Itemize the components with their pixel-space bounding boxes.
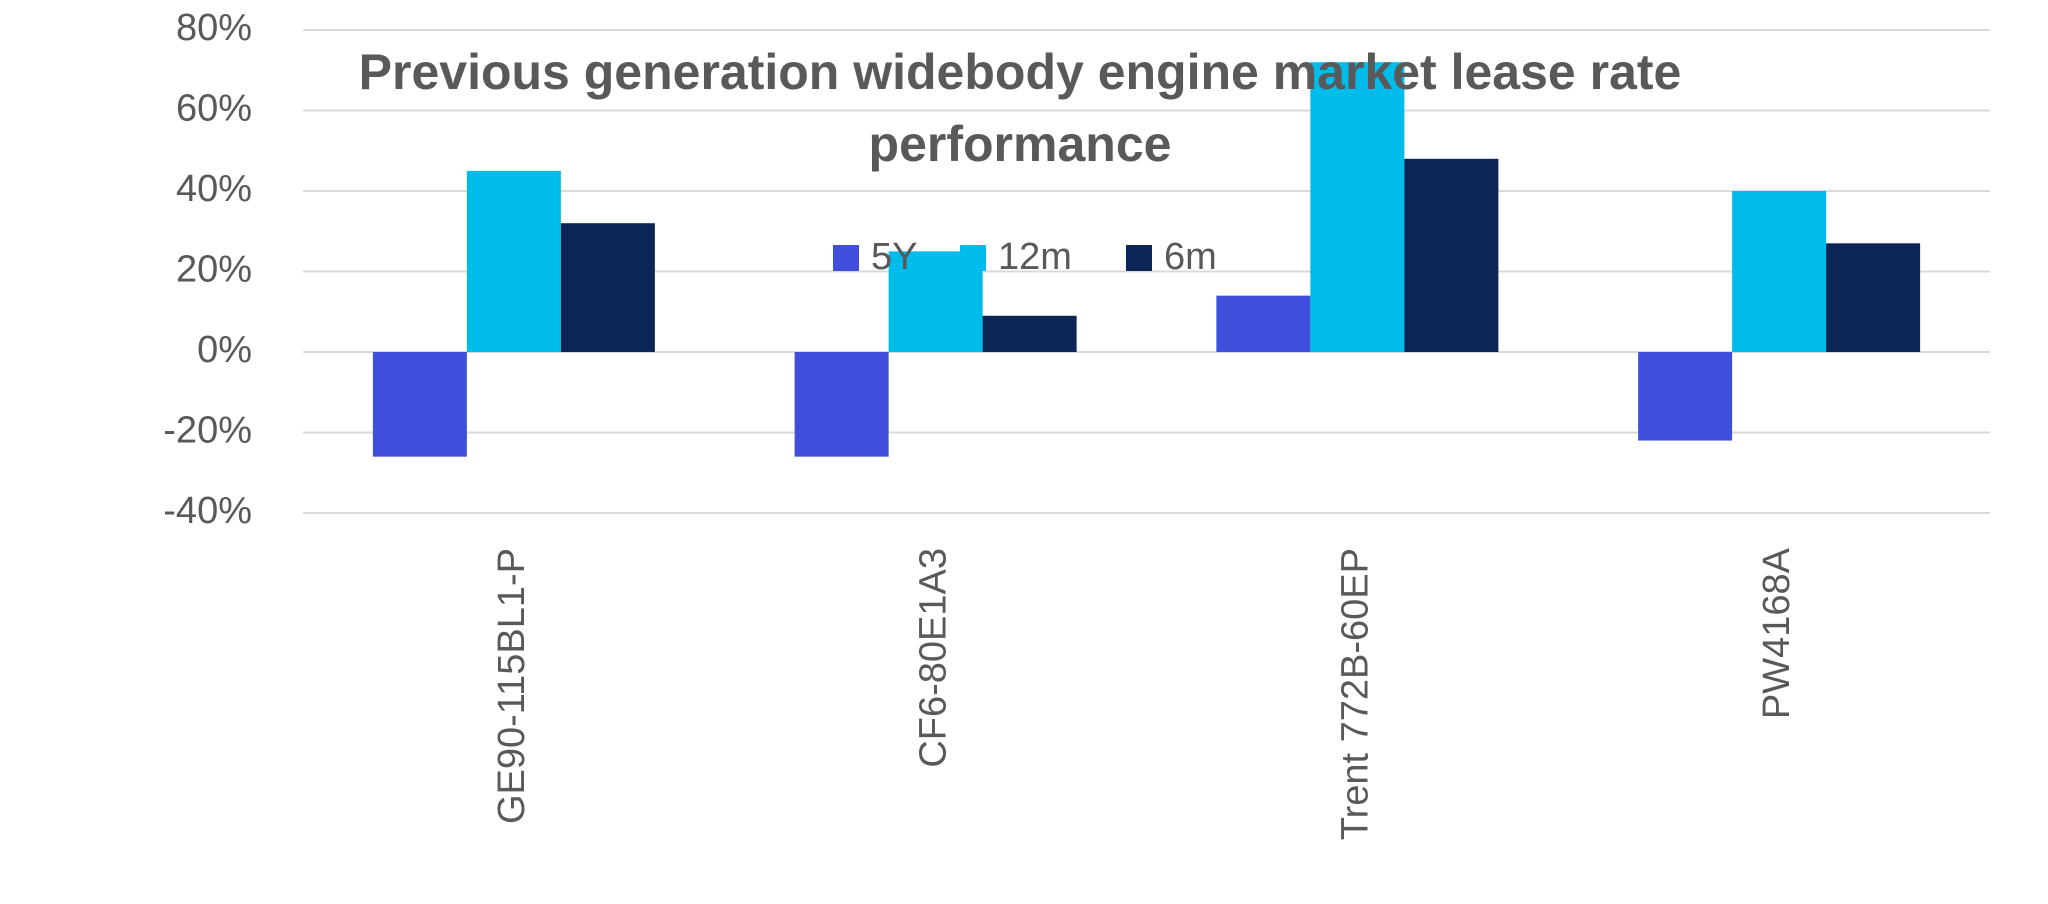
legend-label: 12m (998, 236, 1072, 278)
bar (560, 223, 655, 352)
bar (794, 352, 889, 457)
legend-swatch (1126, 245, 1152, 271)
y-tick-label: 20% (176, 249, 252, 291)
x-tick-label: CF6-80E1A3 (913, 548, 955, 768)
bar (466, 170, 561, 352)
y-tick-label: 60% (176, 88, 252, 130)
legend-swatch (960, 245, 986, 271)
x-tick-label: Trent 772B-60EP (1334, 548, 1376, 840)
y-tick-label: -40% (163, 490, 252, 532)
bar (372, 352, 467, 457)
legend-swatch (833, 245, 859, 271)
bar (1638, 352, 1733, 441)
x-tick-label: PW4168A (1756, 547, 1798, 719)
y-tick-label: 80% (176, 7, 252, 49)
bar (982, 315, 1077, 352)
bar (1216, 295, 1311, 352)
x-tick-label: GE90-115BL1-P (491, 548, 533, 824)
y-tick-label: 0% (197, 329, 252, 371)
y-tick-label: 40% (176, 168, 252, 210)
legend-label: 6m (1164, 236, 1217, 278)
legend-label: 5Y (871, 236, 917, 278)
bar (1404, 158, 1499, 352)
bar (1310, 62, 1405, 352)
bar (1732, 191, 1827, 352)
y-tick-label: -20% (163, 410, 252, 452)
chart-title: Previous generation widebody engine mark… (358, 44, 1682, 172)
bar (1826, 243, 1921, 352)
